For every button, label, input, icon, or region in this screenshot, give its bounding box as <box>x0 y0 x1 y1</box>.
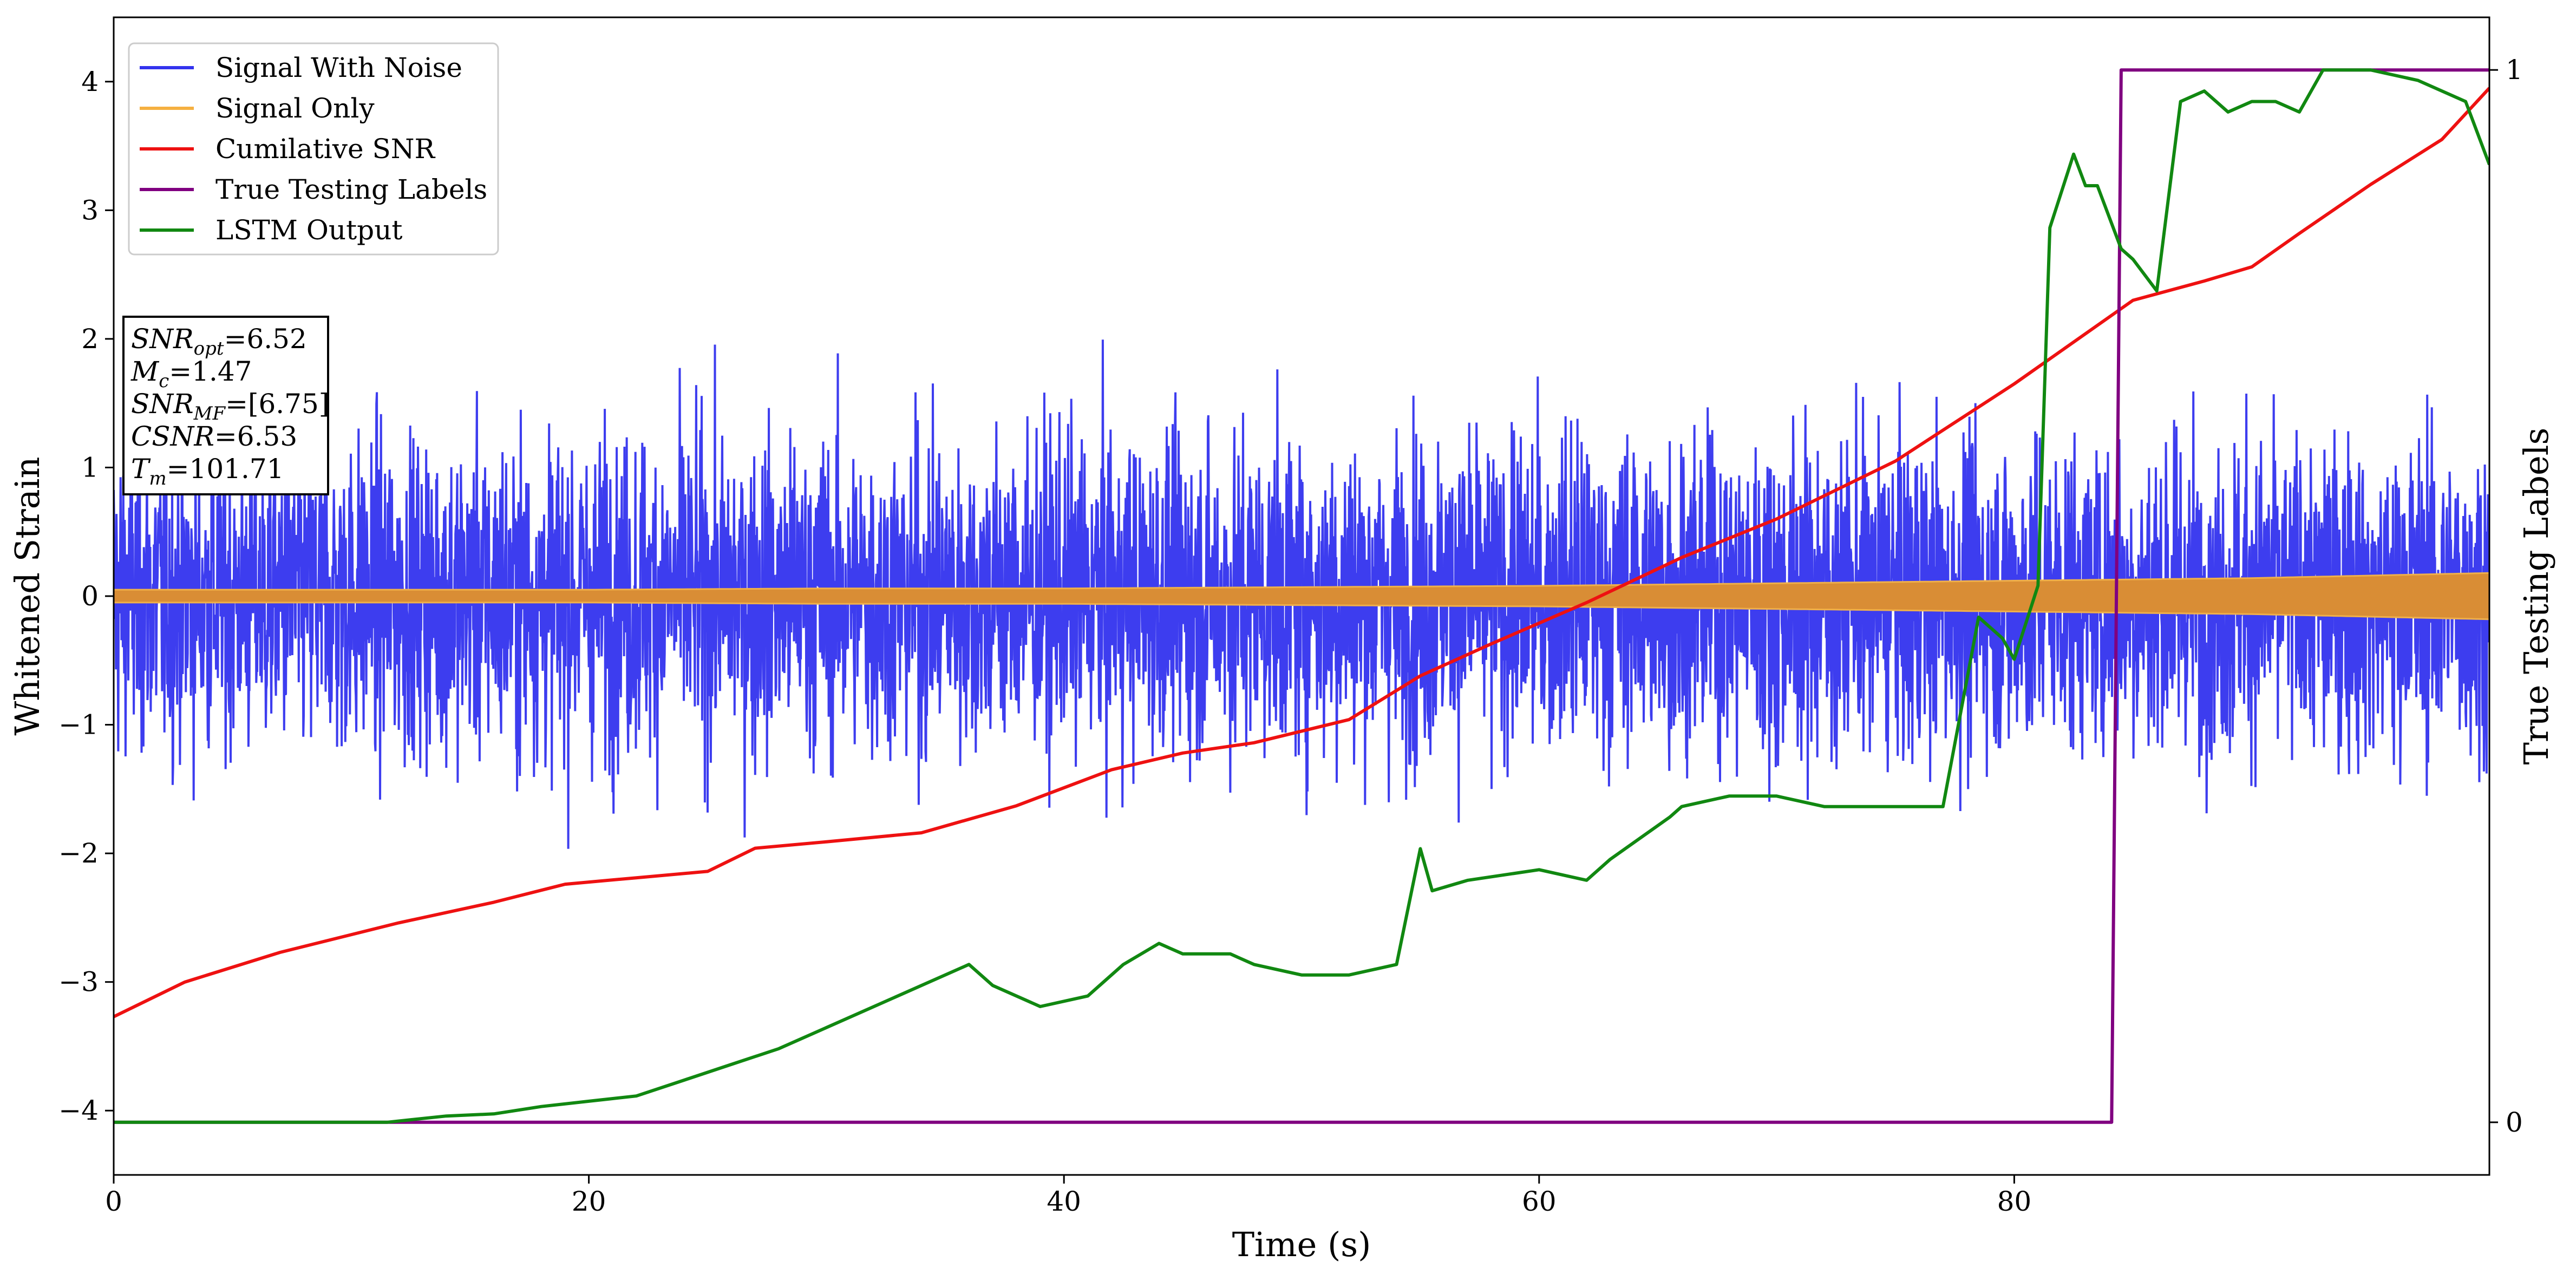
y-tick-label: 2 <box>81 323 99 355</box>
x-tick-label: 20 <box>572 1186 606 1217</box>
legend: Signal With Noise Signal Only Cumilative S… <box>128 42 499 256</box>
series-lines <box>114 68 2489 1124</box>
y2-tick-label: 1 <box>2506 54 2523 86</box>
annotation-line: Mc=1.47 <box>130 356 252 392</box>
annotation-line: CSNR=6.53 <box>131 421 297 452</box>
y2-axis-label: True Testing Labels <box>2516 428 2556 765</box>
y-tick-label: −2 <box>58 838 99 869</box>
annotation-frame <box>122 316 329 495</box>
y-tick-label: 1 <box>81 452 99 483</box>
x-tick-label: 0 <box>105 1186 122 1217</box>
lstm-output-line <box>114 68 2489 1124</box>
y-tick-label: −1 <box>58 709 99 741</box>
y-tick-label: 0 <box>81 580 99 612</box>
legend-label: True Testing Labels <box>215 174 487 205</box>
legend-label: Cumilative SNR <box>215 133 435 165</box>
x-tick-label: 80 <box>1997 1186 2032 1217</box>
legend-label: Signal Only <box>215 93 375 124</box>
parameter-annotation-box: SNRopt=6.52Mc=1.47SNRMF=[6.75]CSNR=6.53T… <box>122 316 329 495</box>
x-tick-label: 60 <box>1522 1186 1557 1217</box>
y-tick-label: 4 <box>81 66 99 97</box>
y2-tick-label: 0 <box>2506 1107 2523 1138</box>
true-testing-labels-line <box>114 68 2489 1124</box>
signal-only-trace <box>114 572 2489 620</box>
signal-with-noise-trace <box>114 339 2489 849</box>
y-axis-label: Whitened Strain <box>8 457 47 736</box>
legend-label: LSTM Output <box>215 214 402 246</box>
signal-with-noise-line <box>114 339 2489 849</box>
y-tick-label: 3 <box>81 194 99 226</box>
x-axis-label: Time (s) <box>1232 1225 1371 1264</box>
annotation-line: SNRopt=6.52 <box>131 323 307 360</box>
signal-only-band <box>114 572 2489 620</box>
x-tick-label: 40 <box>1047 1186 1081 1217</box>
y-tick-label: −4 <box>58 1095 99 1126</box>
legend-box <box>128 42 499 256</box>
annotation-line: Tm=101.71 <box>131 453 284 489</box>
annotation-line: SNRMF=[6.75] <box>131 388 329 424</box>
y-tick-label: −3 <box>58 966 99 998</box>
legend-label: Signal With Noise <box>215 52 462 83</box>
cumilative-snr-line <box>114 87 2489 1018</box>
